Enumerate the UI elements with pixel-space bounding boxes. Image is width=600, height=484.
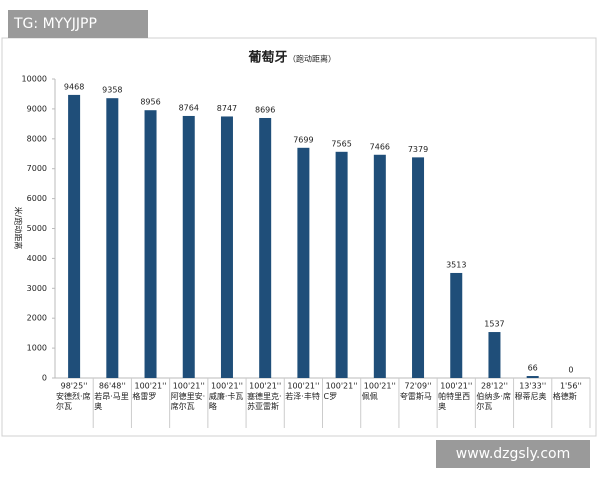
x-tick-label: 格德斯 (552, 392, 577, 401)
time-label: 100'21'' (440, 382, 472, 391)
y-tick-label: 10000 (22, 75, 47, 84)
bar (68, 94, 81, 378)
x-tick-label: 威廉·卡瓦略 (208, 392, 244, 411)
bar (297, 147, 310, 378)
y-tick-label: 8000 (27, 134, 47, 143)
y-tick-label: 6000 (27, 194, 47, 203)
x-tick-label-box: 格德斯 (552, 392, 577, 401)
y-tick-label: 7000 (27, 164, 47, 173)
y-tick-label: 5000 (27, 224, 47, 233)
data-label: 7466 (370, 142, 390, 151)
bar (259, 117, 272, 379)
y-tick-label: 1000 (27, 344, 47, 353)
bar (335, 151, 348, 378)
time-label: 100'21'' (249, 382, 281, 391)
x-tick-label: 格雷罗 (132, 392, 157, 401)
bar (450, 272, 463, 378)
y-axis-label: 米/跑动距离 (14, 207, 24, 250)
y-tick-label: 3000 (27, 284, 47, 293)
x-tick-label-box: 佩佩 (361, 392, 378, 401)
bar (106, 98, 119, 378)
data-label: 8747 (217, 104, 237, 113)
x-tick-label-box: 安德烈·席尔瓦 (56, 392, 91, 411)
time-label: 100'21'' (326, 382, 358, 391)
x-tick-label: 塞德里克·苏亚雷斯 (247, 392, 282, 411)
x-tick-label-box: 夸雷斯马 (399, 392, 432, 401)
time-label: 98'25'' (61, 382, 88, 391)
bar (144, 110, 157, 378)
x-tick-label-box: 威廉·卡瓦略 (208, 392, 244, 411)
bar (182, 115, 195, 379)
data-label: 1537 (484, 320, 504, 329)
x-tick-label: 夸雷斯马 (399, 392, 432, 401)
chart-title: 葡萄牙 (247, 50, 287, 66)
x-tick-label-box: 伯纳多·席尔瓦 (476, 392, 511, 411)
x-tick-label: C罗 (323, 392, 338, 401)
data-label: 9358 (102, 86, 122, 95)
x-tick-label: 若昂·马里奥 (94, 392, 129, 411)
x-tick-label-box: 格雷罗 (132, 392, 157, 401)
time-label: 100'21'' (287, 382, 319, 391)
x-tick-label-box: C罗 (323, 392, 338, 401)
data-label: 3513 (446, 260, 466, 269)
data-label: 8956 (140, 98, 160, 107)
x-tick-label-box: 塞德里克·苏亚雷斯 (247, 392, 282, 411)
x-tick-label: 安德烈·席尔瓦 (56, 392, 91, 411)
bar (412, 157, 425, 378)
data-label: 0 (568, 366, 573, 375)
watermark-box (436, 440, 590, 468)
x-tick-label-box: 若昂·马里奥 (94, 392, 129, 411)
y-tick-label: 9000 (27, 104, 47, 113)
y-tick-label: 0 (42, 374, 47, 383)
x-tick-label: 穆蒂尼奥 (514, 392, 547, 401)
watermark-box (8, 10, 148, 38)
data-label: 7379 (408, 145, 428, 154)
time-label: 100'21'' (211, 382, 243, 391)
y-tick-label: 2000 (27, 314, 47, 323)
x-tick-label: 若泽·丰特 (285, 392, 320, 401)
time-label: 86'48'' (99, 382, 126, 391)
x-tick-label: 阿德里安·席尔瓦 (170, 392, 206, 411)
bar (373, 154, 386, 378)
time-label: 72'09'' (405, 382, 432, 391)
time-label: 28'12'' (481, 382, 508, 391)
x-tick-label: 佩佩 (361, 392, 378, 401)
bar (488, 332, 501, 378)
time-label: 13'33'' (519, 382, 546, 391)
bar (220, 116, 233, 379)
x-tick-label-box: 阿德里安·席尔瓦 (170, 392, 206, 411)
time-label: 1'56'' (560, 382, 582, 391)
x-tick-label-box: 若泽·丰特 (285, 392, 320, 401)
bar (526, 376, 539, 378)
watermark: www.dzgsly.com (456, 446, 570, 462)
data-label: 9468 (64, 82, 84, 91)
data-label: 66 (528, 364, 538, 373)
time-label: 100'21'' (364, 382, 396, 391)
y-tick-label: 4000 (27, 254, 47, 263)
data-label: 8764 (179, 103, 199, 112)
x-tick-label-box: 穆蒂尼奥 (514, 392, 547, 401)
data-label: 8696 (255, 105, 275, 114)
data-label: 7565 (331, 139, 351, 148)
time-label: 100'21'' (173, 382, 205, 391)
x-tick-label: 帕特里西奥 (438, 392, 471, 411)
data-label: 7699 (293, 135, 313, 144)
watermark: TG: MYYJJPP (13, 16, 97, 32)
x-tick-label-box: 帕特里西奥 (438, 392, 471, 411)
time-label: 100'21'' (135, 382, 167, 391)
x-tick-label: 伯纳多·席尔瓦 (476, 392, 511, 411)
chart-subtitle: （跑动距离） (288, 54, 336, 64)
